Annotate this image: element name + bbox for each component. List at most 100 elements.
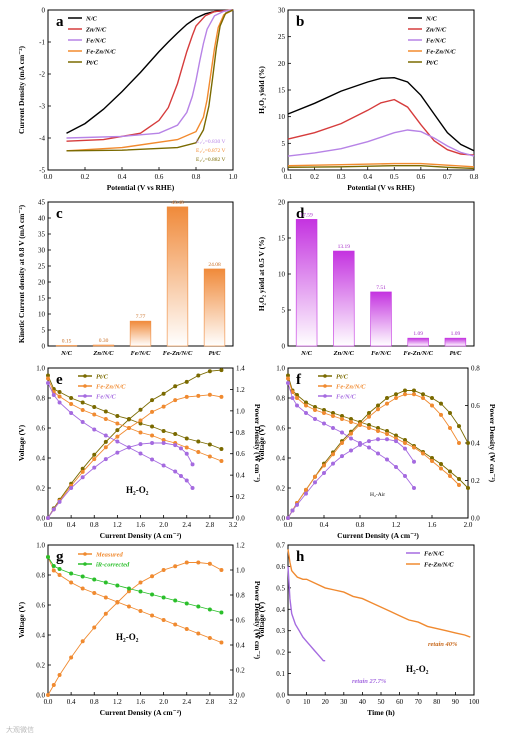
x-tick-label: 0.1 <box>284 173 293 181</box>
y2-tick-label: 0.8 <box>236 429 245 437</box>
power-point-Fe-Zn/N/C <box>448 426 452 430</box>
bar-N/C <box>295 219 318 347</box>
voltage-point-Fe-Zn/N/C <box>403 441 407 445</box>
power-point-Measured <box>196 560 201 565</box>
y2-axis-title: Power Density (W cm⁻²) <box>488 404 497 483</box>
y-tick-label: 10 <box>278 113 286 121</box>
bar-Zn/N/C <box>333 250 355 347</box>
voltage-point-Fe/N/C <box>69 411 74 415</box>
x-tick-label: 0.4 <box>67 698 76 706</box>
legend-label: Pt/C <box>336 374 349 381</box>
voltage-point-iR-corrected <box>92 577 97 582</box>
voltage-point-Fe/N/C <box>403 474 407 478</box>
voltage-point-Measured <box>173 622 178 627</box>
x-tick-label: 0.2 <box>81 173 90 181</box>
power-point-Pt/C <box>161 391 166 396</box>
y-axis-title: Current Density (mA cm⁻²) <box>17 46 26 134</box>
condition-label: H₂-Air <box>370 492 385 498</box>
bar-Pt/C <box>444 337 467 347</box>
x-tick-label: 0.4 <box>320 521 329 529</box>
legend-marker <box>323 384 327 388</box>
power-point-Fe-Zn/N/C <box>421 396 425 400</box>
series-line-Pt/C <box>287 165 475 170</box>
voltage-point-Fe-Zn/N/C <box>103 417 108 421</box>
x-tick-label: 0.0 <box>44 698 53 706</box>
y2-tick-label: 1.0 <box>236 567 245 575</box>
power-point-Pt/C <box>421 392 425 397</box>
x-tick-label: 1.2 <box>113 698 122 706</box>
legend-label: N/C <box>85 16 98 23</box>
voltage-point-Fe/N/C <box>349 436 353 441</box>
x-category-label: Fe-Zn/N/C <box>403 350 433 357</box>
y2-tick-label: 1.2 <box>236 542 245 550</box>
power-point-Fe/N/C <box>138 442 143 447</box>
power-point-Fe/N/C <box>80 475 85 480</box>
voltage-point-Fe-Zn/N/C <box>322 411 326 415</box>
power-point-Pt/C <box>80 466 85 471</box>
voltage-point-Measured <box>92 591 97 595</box>
y-tick-label: 0.6 <box>36 602 45 610</box>
y2-axis-title: Power Density (W cm⁻²) <box>253 404 262 483</box>
series-line-Pt/C <box>66 9 234 152</box>
legend-label: Fe-Zn/N/C <box>96 384 126 391</box>
y-tick-label: 0.8 <box>36 395 45 403</box>
power-point-Measured <box>51 683 56 687</box>
voltage-point-Fe-Zn/N/C <box>115 421 120 426</box>
x-tick-label: 40 <box>359 698 367 706</box>
power-point-Pt/C <box>403 388 407 393</box>
voltage-point-Measured <box>51 568 56 573</box>
voltage-point-Fe-Zn/N/C <box>421 451 425 456</box>
voltage-point-iR-corrected <box>115 583 120 588</box>
x-tick-label: 2.4 <box>182 698 191 706</box>
power-point-Fe/N/C <box>46 516 50 520</box>
y-tick-label: 0.6 <box>276 425 285 433</box>
voltage-point-Fe-Zn/N/C <box>150 433 155 438</box>
y-tick-label: 0.2 <box>36 662 45 670</box>
voltage-point-Fe-Zn/N/C <box>46 376 50 381</box>
x-tick-label: 0.8 <box>356 521 365 529</box>
power-point-Fe-Zn/N/C <box>412 392 416 397</box>
bar-value-label: 1.09 <box>451 331 461 337</box>
y-tick-label: 15 <box>278 87 286 95</box>
power-point-Fe-Zn/N/C <box>439 412 443 417</box>
voltage-point-iR-corrected <box>219 610 224 615</box>
panel-g: g 0.0 0.4 0.8 1.2 1.6 2.0 2.4 2.8 3.2 Current Dens… <box>17 542 262 718</box>
bar-value-label: 43.48 <box>171 200 184 206</box>
voltage-point-Fe-Zn/N/C <box>295 396 299 400</box>
power-curve-Fe-Zn/N/C <box>47 394 222 519</box>
y-tick-label: 5 <box>42 327 46 335</box>
condition-label: H₂-O₂ <box>406 664 429 674</box>
power-point-Pt/C <box>466 441 470 445</box>
power-point-Fe/N/C <box>403 446 407 451</box>
series-line-Fe/N/C <box>287 129 475 157</box>
y-tick-label: 0.5 <box>276 584 285 592</box>
x-tick-label: 2.0 <box>159 521 168 529</box>
power-point-Fe/N/C <box>57 499 62 504</box>
power-point-Measured <box>184 560 189 565</box>
power-point-Fe-Zn/N/C <box>80 469 85 474</box>
x-axis-title: Potential (V vs RHE) <box>107 183 175 192</box>
panel-b: b 0.1 0.2 0.3 0.4 0.5 0.6 0.7 0.8 Potential (V vs… <box>257 7 479 193</box>
voltage-point-Measured <box>219 640 224 645</box>
voltage-point-Measured <box>103 595 108 600</box>
legend-label: Fe/N/C <box>426 38 447 45</box>
power-point-Fe/N/C <box>51 507 56 512</box>
voltage-point-Pt/C <box>69 396 74 400</box>
condition-label: H₂-O₂ <box>126 485 149 495</box>
legend-label: Measured <box>95 552 123 559</box>
y-tick-label: 0 <box>282 343 286 351</box>
legend-label: Pt/C <box>86 60 99 67</box>
y-tick-label: 0.2 <box>276 649 285 657</box>
power-point-Fe-Zn/N/C <box>394 396 398 400</box>
y-tick-label: 20 <box>278 199 286 207</box>
y-tick-label: 0 <box>42 7 46 15</box>
voltage-point-Fe/N/C <box>304 411 308 415</box>
series-line-Zn/N/C <box>66 9 234 142</box>
voltage-point-iR-corrected <box>173 598 178 603</box>
voltage-point-Fe-Zn/N/C <box>376 429 380 433</box>
panel-e: e 0.0 0.4 0.8 1.2 1.6 2.0 2.4 2.8 3.2 Current Dens… <box>17 365 262 541</box>
voltage-point-Pt/C <box>103 409 108 414</box>
power-point-Fe/N/C <box>331 461 335 466</box>
y-tick-label: 1.0 <box>276 365 285 373</box>
power-point-Fe/N/C <box>115 450 120 455</box>
